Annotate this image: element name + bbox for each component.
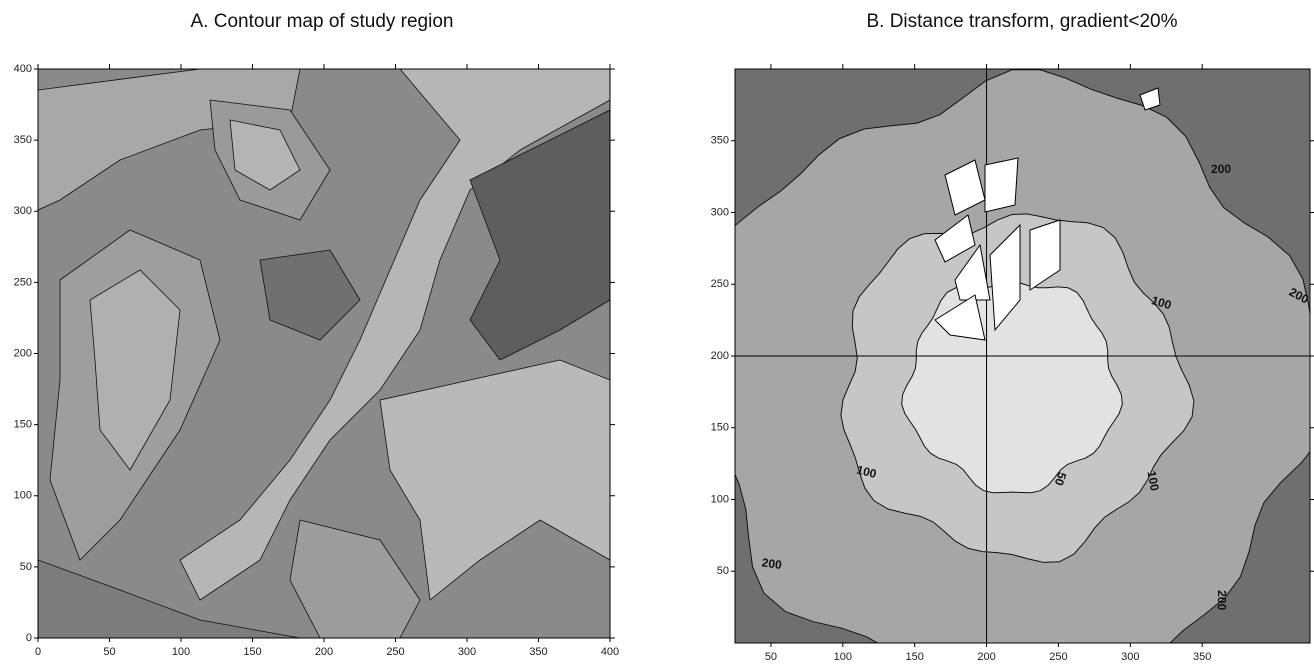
x-tick-label: 300: [1121, 651, 1139, 663]
y-tick-label: 350: [711, 135, 729, 147]
y-tick-label: 350: [14, 134, 32, 146]
y-tick-label: 250: [711, 278, 729, 290]
contour-label: 200: [1211, 162, 1232, 176]
y-tick-label: 200: [14, 347, 32, 359]
x-tick-label: 350: [529, 646, 547, 658]
chart-title: B. Distance transform, gradient<20%: [866, 11, 1177, 32]
x-tick-label: 50: [103, 646, 115, 658]
x-tick-label: 250: [1049, 651, 1067, 663]
y-tick-label: 50: [717, 565, 729, 577]
x-tick-label: 200: [315, 646, 333, 658]
contour-field: [38, 69, 610, 638]
x-tick-label: 50: [765, 651, 777, 663]
x-tick-label: 150: [243, 646, 261, 658]
y-tick-label: 100: [14, 490, 32, 502]
figure: A. Contour map of study region B. Distan…: [0, 0, 1314, 666]
x-tick-label: 150: [906, 651, 924, 663]
chart-title: A. Contour map of study region: [191, 11, 454, 32]
y-tick-label: 150: [14, 419, 32, 431]
x-tick-label: 400: [601, 646, 619, 658]
x-tick-label: 200: [977, 651, 995, 663]
x-tick-label: 100: [834, 651, 852, 663]
x-tick-label: 0: [35, 646, 41, 658]
y-tick-label: 200: [711, 350, 729, 362]
y-tick-label: 400: [14, 63, 32, 75]
x-tick-label: 350: [1193, 651, 1211, 663]
contour-label: 200: [1215, 590, 1229, 611]
y-tick-label: 150: [711, 422, 729, 434]
x-tick-label: 300: [458, 646, 476, 658]
x-tick-label: 100: [172, 646, 190, 658]
x-tick-label: 250: [386, 646, 404, 658]
y-tick-label: 50: [20, 561, 32, 573]
contour-label: 200: [761, 555, 783, 572]
y-tick-label: 250: [14, 276, 32, 288]
y-tick-label: 300: [14, 205, 32, 217]
y-tick-label: 100: [711, 493, 729, 505]
y-tick-label: 0: [26, 632, 32, 644]
y-tick-label: 300: [711, 206, 729, 218]
